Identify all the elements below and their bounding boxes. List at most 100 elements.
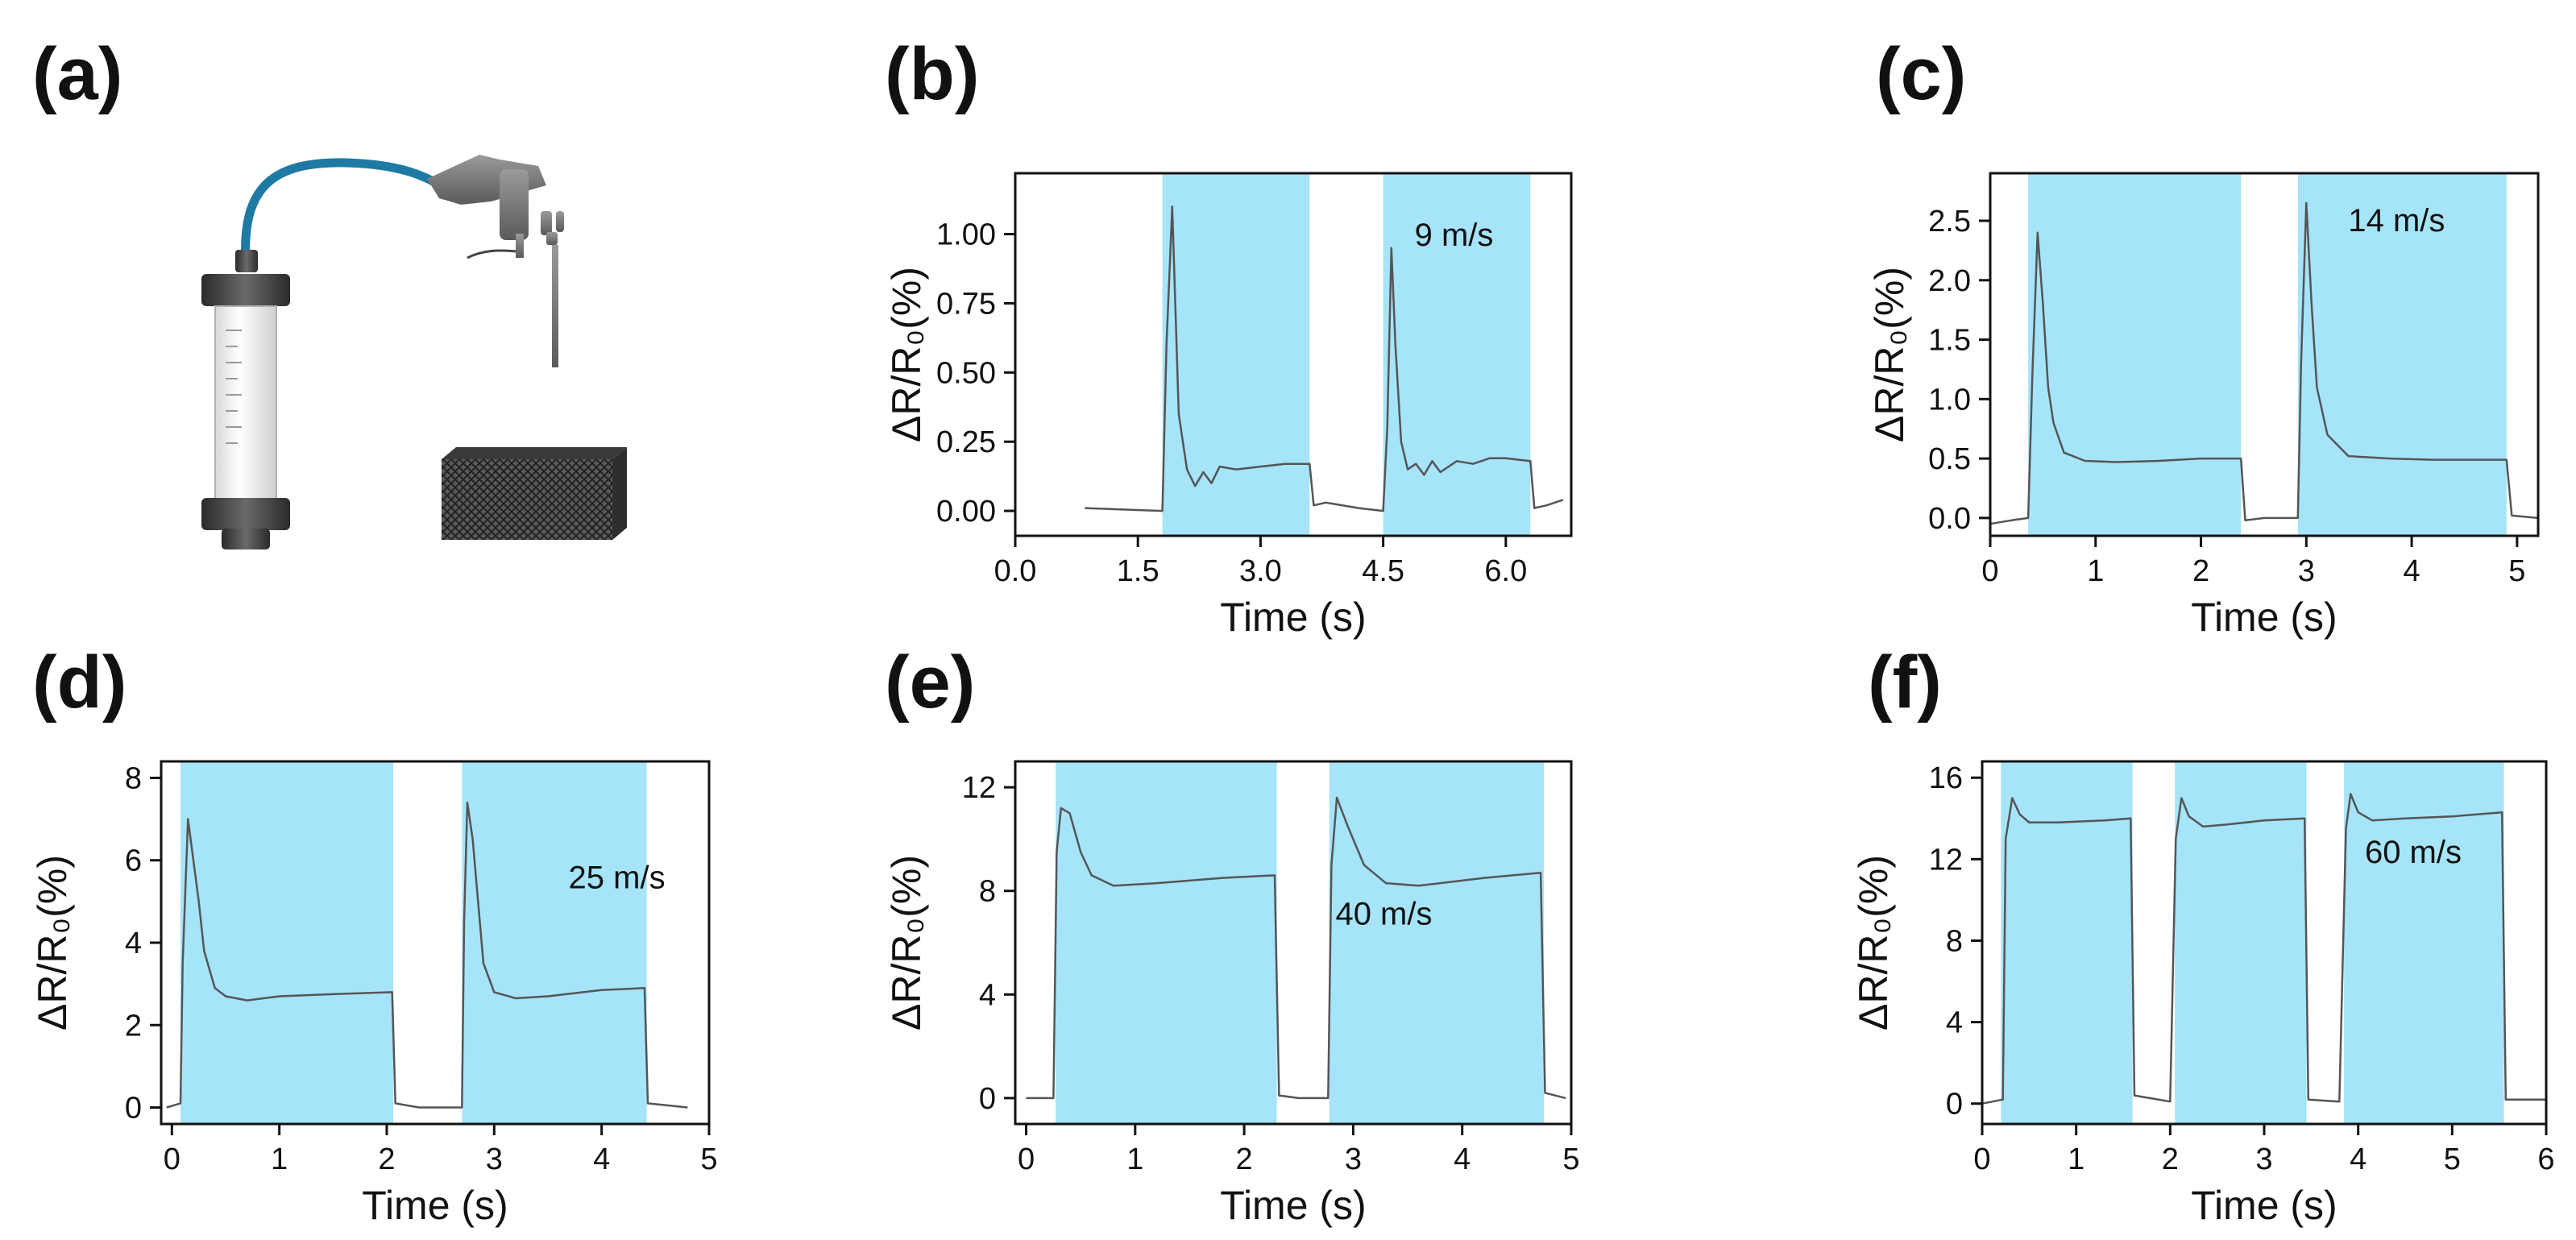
panel-label-a: (a): [32, 33, 123, 115]
chart-c: 0 1 2 3 4 5 0.0 0.5 1.0 1.5 2.0 2.5 Time (s) ΔR/R₀(%)…: [1867, 172, 2540, 640]
y-tick-label: 12: [962, 771, 996, 805]
x-tick-label: 2: [378, 1143, 395, 1176]
y-tick-label: 2.0: [1928, 264, 1971, 298]
shaded-interval: [462, 761, 647, 1124]
y-tick-label: 12: [1929, 843, 1963, 877]
y-axis-label: ΔR/R₀(%): [30, 855, 75, 1031]
y-axis-label: ΔR/R₀(%): [884, 267, 929, 442]
x-tick-label: 1: [2087, 554, 2104, 588]
series-line: [166, 801, 688, 1109]
x-tick-label: 4: [2350, 1143, 2367, 1176]
x-tick-label: 3: [1345, 1143, 1362, 1176]
shaded-interval: [1162, 173, 1310, 536]
plot-frame: [1014, 760, 1573, 1126]
speed-annotation: 9 m/s: [1415, 218, 1494, 253]
speed-annotation: 40 m/s: [1335, 897, 1432, 932]
y-tick-label: 0.00: [936, 495, 996, 529]
y-tick-label: 0: [979, 1082, 996, 1116]
y-tick-label: 8: [979, 875, 996, 909]
x-tick-label: 1.5: [1117, 554, 1159, 588]
shaded-interval: [180, 761, 393, 1124]
x-tick-label: 2: [2162, 1143, 2179, 1176]
x-axis-label: Time (s): [2191, 1183, 2337, 1228]
shaded-interval: [2175, 761, 2307, 1124]
column-bottom-cap: [201, 498, 290, 530]
x-tick-label: 0: [1018, 1143, 1035, 1176]
y-tick-label: 1.5: [1928, 324, 1971, 358]
x-tick-label: 2: [2192, 554, 2209, 588]
y-tick-label: 0.0: [1928, 502, 1971, 536]
x-tick-label: 1: [2068, 1143, 2084, 1176]
shaded-interval: [2297, 173, 2507, 536]
series-line: [1026, 796, 1566, 1100]
column-top-knob: [235, 250, 258, 272]
y-axis-label: ΔR/R₀(%): [1867, 267, 1912, 442]
foam-sample: [442, 447, 627, 540]
column-top-cap: [201, 274, 290, 306]
panel-label-c: (c): [1876, 33, 1967, 115]
y-tick-label: 2: [125, 1009, 142, 1043]
x-tick-label: 0: [1973, 1143, 1990, 1176]
x-tick-label: 6.0: [1484, 554, 1527, 588]
panel-label-f: (f): [1868, 641, 1942, 724]
x-tick-label: 4: [1454, 1143, 1471, 1176]
shaded-interval: [1056, 761, 1277, 1124]
x-tick-label: 5: [2444, 1143, 2461, 1176]
trigger-wire: [467, 249, 516, 259]
series-line: [1989, 201, 2539, 525]
y-tick-label: 8: [125, 761, 142, 795]
y-tick-label: 0.50: [936, 356, 996, 390]
x-axis-label: Time (s): [1220, 595, 1366, 640]
y-tick-label: 0: [1946, 1088, 1963, 1122]
x-tick-label: 4: [593, 1143, 610, 1176]
column-bottom-knob: [222, 529, 270, 549]
y-tick-label: 4: [125, 927, 142, 960]
x-tick-label: 2: [1236, 1143, 1253, 1176]
column-body: [214, 305, 277, 500]
y-tick-label: 0: [125, 1092, 142, 1126]
series-line: [1981, 793, 2546, 1105]
x-tick-label: 3.0: [1239, 554, 1282, 588]
air-tube: [241, 158, 448, 267]
plot-frame: [1014, 172, 1573, 537]
x-tick-label: 5: [700, 1143, 717, 1176]
y-tick-label: 0.25: [936, 425, 996, 459]
y-tick-label: 2.5: [1928, 205, 1971, 238]
x-tick-label: 0: [164, 1143, 180, 1176]
air-gun: [427, 155, 564, 367]
speed-annotation: 25 m/s: [569, 861, 666, 896]
x-axis-label: Time (s): [1220, 1183, 1366, 1228]
panel-label-b: (b): [885, 33, 980, 115]
column-scale: [226, 330, 242, 444]
y-tick-label: 4: [1946, 1006, 1963, 1040]
plot-frame: [1989, 172, 2540, 537]
y-axis-label: ΔR/R₀(%): [1851, 855, 1896, 1031]
x-tick-label: 3: [2255, 1143, 2272, 1176]
shaded-interval: [1383, 173, 1531, 536]
chart-b: 0.0 1.5 3.0 4.5 6.0 0.00 0.25 0.50 0.75 1.00 Time …: [884, 172, 1573, 640]
panel-label-e: (e): [885, 641, 976, 724]
shaded-interval: [2344, 761, 2504, 1124]
x-tick-label: 1: [1126, 1143, 1143, 1176]
x-tick-label: 3: [2298, 554, 2315, 588]
panel-label-d: (d): [32, 641, 127, 724]
x-tick-label: 5: [1562, 1143, 1579, 1176]
x-tick-label: 5: [2508, 554, 2525, 588]
x-tick-label: 4: [2404, 554, 2420, 588]
y-tick-label: 0.5: [1928, 442, 1971, 476]
x-axis-label: Time (s): [2191, 595, 2337, 640]
shaded-interval: [2028, 173, 2242, 536]
speed-annotation: 60 m/s: [2365, 835, 2462, 870]
shaded-interval: [1329, 761, 1545, 1124]
y-tick-label: 1.00: [936, 218, 996, 252]
y-tick-label: 16: [1929, 761, 1963, 795]
y-tick-label: 0.75: [936, 287, 996, 321]
x-tick-label: 3: [486, 1143, 503, 1176]
x-tick-label: 6: [2537, 1143, 2554, 1176]
y-tick-label: 4: [979, 978, 996, 1012]
y-tick-label: 6: [125, 844, 142, 878]
series-line: [1085, 205, 1564, 512]
chart-d: 0 1 2 3 4 5 0 2 4 6 8 Time (s) ΔR/R₀(%) 25 m/s: [30, 760, 718, 1228]
